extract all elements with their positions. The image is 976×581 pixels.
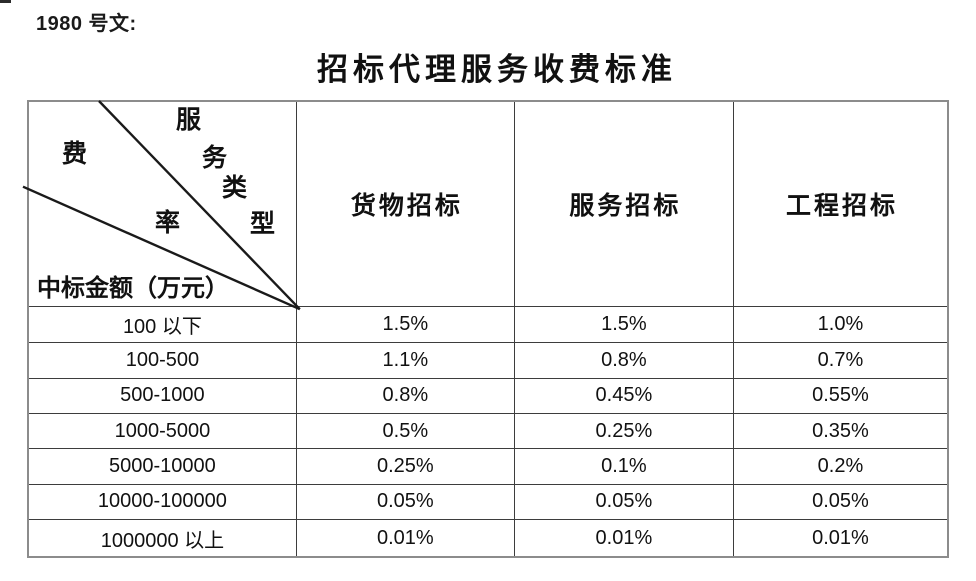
corner-service-type-char: 务 [202,145,228,172]
corner-rate-char: 率 [155,210,181,237]
column-header-service: 服务招标 [514,102,734,308]
table-corner-cell: 费 服 务 类 率 型 中标金额（万元） [22,100,301,311]
rate-cell: 1.1% [296,342,515,379]
amount-range-cell: 1000-5000 [29,414,297,449]
rate-cell: 0.1% [514,448,734,485]
rate-cell: 0.8% [514,342,734,379]
amount-range-cell: 100 以下 [29,307,297,343]
rate-cell: 0.55% [733,379,947,415]
rate-cell: 0.8% [296,378,515,415]
column-header-goods: 货物招标 [296,102,515,308]
rate-cell: 0.35% [733,414,947,449]
rate-cell: 0.25% [514,414,734,449]
page-title: 招标代理服务收费标准 [317,52,677,87]
rate-cell: 0.01% [515,520,734,556]
rate-cell: 0.01% [297,520,515,556]
scan-artifact [0,0,11,3]
amount-range-cell: 500-1000 [29,378,297,415]
amount-range-cell: 5000-10000 [29,448,297,485]
rate-cell: 0.05% [296,484,515,521]
corner-amount-label: 中标金额（万元） [37,276,229,302]
corner-service-type-char: 型 [250,211,276,238]
rate-cell: 0.25% [296,448,515,485]
document-number-label: 1980 号文: [36,13,137,35]
fee-standard-table: 费 服 务 类 率 型 中标金额（万元） 货物招标 服务招标 工程招标 100 … [22,100,949,558]
rate-cell: 0.05% [514,484,734,521]
rate-cell: 1.0% [733,307,947,343]
diagonal-divider-lines [22,100,301,311]
corner-service-type-char: 类 [222,175,248,202]
corner-fee-char: 费 [62,141,88,168]
amount-range-cell: 100-500 [29,342,297,379]
corner-service-type-char: 服 [176,107,202,134]
column-header-engineering: 工程招标 [733,102,947,308]
rate-cell: 0.2% [733,449,947,485]
rate-cell: 1.5% [514,307,734,343]
rate-cell: 0.05% [733,485,947,521]
rate-cell: 0.7% [733,343,947,379]
rate-cell: 0.01% [812,526,869,549]
amount-range-cell: 1000000 以上 [29,520,297,556]
rate-cell: 0.45% [514,378,734,415]
rate-cell: 1.5% [296,307,515,343]
rate-cell: 0.5% [296,414,515,449]
amount-range-cell: 10000-100000 [29,484,297,521]
